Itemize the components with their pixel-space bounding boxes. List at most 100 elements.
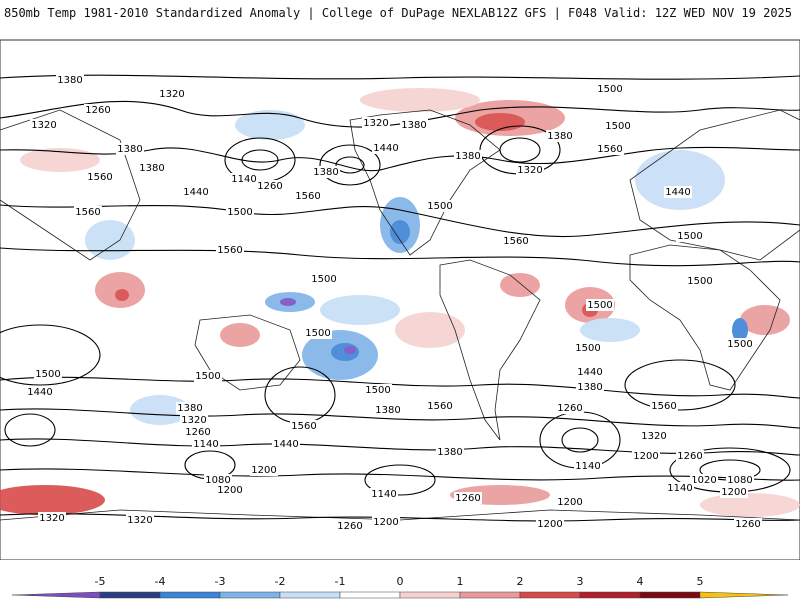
contour-label: 1320 xyxy=(180,414,208,426)
svg-text:1500: 1500 xyxy=(311,274,336,285)
svg-text:1320: 1320 xyxy=(127,515,152,526)
svg-text:1440: 1440 xyxy=(577,367,602,378)
contour-label: 1440 xyxy=(372,142,400,154)
contour-label: 1380 xyxy=(138,162,166,174)
contour-label: 1500 xyxy=(586,299,614,311)
contour-label: 1560 xyxy=(294,190,322,202)
svg-text:1320: 1320 xyxy=(39,513,64,524)
contour-label: 1020 xyxy=(690,474,718,486)
contour-label: 1200 xyxy=(372,516,400,528)
contour-label: 1200 xyxy=(632,450,660,462)
warm-anomaly xyxy=(20,148,100,172)
svg-text:1500: 1500 xyxy=(365,385,390,396)
colorbar-segment xyxy=(279,591,341,599)
colorbar-segment xyxy=(11,591,101,599)
colorbar-tick-label: -5 xyxy=(95,575,106,588)
contour-label: 1260 xyxy=(556,402,584,414)
colorbar-segment xyxy=(639,591,701,599)
warm-anomaly xyxy=(395,312,465,348)
contour-label: 1560 xyxy=(650,400,678,412)
svg-text:1200: 1200 xyxy=(633,451,658,462)
contour-label: 1380 xyxy=(436,446,464,458)
svg-text:1320: 1320 xyxy=(363,118,388,129)
contour-label: 1380 xyxy=(546,130,574,142)
colorbar-tick-label: 0 xyxy=(397,575,404,588)
svg-text:1560: 1560 xyxy=(427,401,452,412)
warm-anomaly xyxy=(475,113,525,131)
colorbar-tick-label: 3 xyxy=(577,575,584,588)
svg-text:1500: 1500 xyxy=(597,84,622,95)
warm-anomaly xyxy=(0,485,105,515)
contour-label: 1560 xyxy=(426,400,454,412)
model-run-title: 12Z GFS | F048 Valid: 12Z WED NOV 19 202… xyxy=(495,6,792,20)
svg-text:1560: 1560 xyxy=(597,144,622,155)
africa-coast xyxy=(629,244,781,391)
svg-text:1560: 1560 xyxy=(291,421,316,432)
contour-label: 1260 xyxy=(676,450,704,462)
svg-text:1140: 1140 xyxy=(231,174,256,185)
svg-text:1140: 1140 xyxy=(193,439,218,450)
colorbar-ticks: -5 -4 -3 -2 -1 0 1 2 3 4 5 xyxy=(95,575,704,588)
contour-label: 1380 xyxy=(312,166,340,178)
contour-label: 1380 xyxy=(400,119,428,131)
contour-label: 1560 xyxy=(502,235,530,247)
contour-label: 1500 xyxy=(34,368,62,380)
svg-text:1380: 1380 xyxy=(117,144,142,155)
colorbar-segment xyxy=(159,591,221,599)
svg-text:1440: 1440 xyxy=(273,439,298,450)
warm-anomaly xyxy=(740,305,790,335)
contour-label: 1380 xyxy=(116,143,144,155)
svg-text:1200: 1200 xyxy=(373,517,398,528)
svg-text:1560: 1560 xyxy=(75,207,100,218)
svg-text:1380: 1380 xyxy=(547,131,572,142)
svg-text:1500: 1500 xyxy=(575,343,600,354)
contour-label: 1260 xyxy=(734,518,762,530)
svg-text:1380: 1380 xyxy=(437,447,462,458)
contour-label: 1380 xyxy=(576,381,604,393)
svg-text:1140: 1140 xyxy=(371,489,396,500)
contour-label: 1200 xyxy=(536,518,564,530)
cold-anomaly xyxy=(635,150,725,210)
map-title: 850mb Temp 1981-2010 Standardized Anomal… xyxy=(4,6,496,20)
contour-label: 1440 xyxy=(576,366,604,378)
warm-anomaly xyxy=(115,289,129,301)
svg-text:1320: 1320 xyxy=(181,415,206,426)
svg-text:1320: 1320 xyxy=(159,89,184,100)
colorbar-tick-label: -4 xyxy=(155,575,166,588)
contour-label: 1200 xyxy=(250,464,278,476)
colorbar-segment xyxy=(99,591,161,599)
warm-anomaly xyxy=(220,323,260,347)
svg-text:1380: 1380 xyxy=(455,151,480,162)
contour-label: 1320 xyxy=(362,117,390,129)
cold-anomaly xyxy=(85,220,135,260)
asia-east-coast xyxy=(0,109,141,261)
contour-label: 1500 xyxy=(310,273,338,285)
colorbar-tick-label: 1 xyxy=(457,575,464,588)
colorbar-segment xyxy=(699,591,789,599)
contour-label: 1380 xyxy=(374,404,402,416)
eurasia-coast xyxy=(629,109,800,261)
svg-text:1200: 1200 xyxy=(251,465,276,476)
svg-text:1500: 1500 xyxy=(687,276,712,287)
svg-text:1260: 1260 xyxy=(677,451,702,462)
svg-text:1380: 1380 xyxy=(375,405,400,416)
svg-text:1500: 1500 xyxy=(305,328,330,339)
colorbar: -5 -4 -3 -2 -1 0 1 2 3 4 5 xyxy=(11,575,789,599)
svg-text:1260: 1260 xyxy=(185,427,210,438)
svg-text:1380: 1380 xyxy=(577,382,602,393)
contour-label: 1260 xyxy=(84,104,112,116)
svg-text:1380: 1380 xyxy=(139,163,164,174)
svg-text:1440: 1440 xyxy=(665,187,690,198)
contour-label: 1200 xyxy=(720,486,748,498)
colorbar-tick-label: 2 xyxy=(517,575,524,588)
svg-text:1380: 1380 xyxy=(57,75,82,86)
contour-label: 1500 xyxy=(426,200,454,212)
svg-text:1260: 1260 xyxy=(85,105,110,116)
contour-label: 1500 xyxy=(686,275,714,287)
contour-label: 1500 xyxy=(604,120,632,132)
contour-label: 1380 xyxy=(56,74,84,86)
cold-anomaly xyxy=(390,220,410,244)
svg-text:1380: 1380 xyxy=(401,120,426,131)
colorbar-tick-label: 4 xyxy=(637,575,644,588)
contour-label: 1440 xyxy=(664,186,692,198)
